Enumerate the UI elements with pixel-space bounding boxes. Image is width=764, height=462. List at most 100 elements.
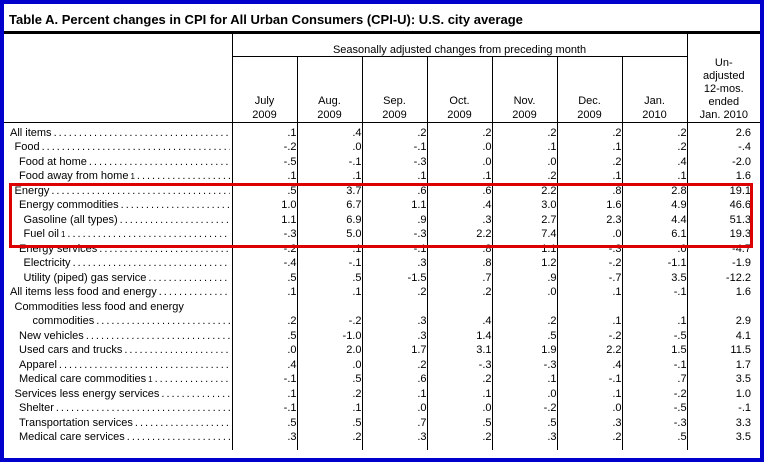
cell-value: .4 <box>557 357 623 372</box>
table-row: Food-.2.0-.1.0.1.1.2-.4 <box>4 140 760 155</box>
cell-value: .0 <box>427 401 493 416</box>
cell-value: .3 <box>232 430 298 445</box>
cell-value: .3 <box>362 299 428 329</box>
cell-value: .1 <box>557 386 623 401</box>
table-row: Food at home-.5-.1-.3.0.0.2.4-2.0 <box>4 154 760 169</box>
cell-value: .5 <box>232 328 298 343</box>
cell-value: .2 <box>492 122 558 140</box>
cell-value: .8 <box>557 183 623 198</box>
dot-leader <box>86 329 230 344</box>
cell-value: .6 <box>362 372 428 387</box>
cell-value: .1 <box>232 169 298 184</box>
cell-value: .1 <box>232 285 298 300</box>
cell-value: 1.4 <box>427 328 493 343</box>
dot-leader <box>121 198 230 213</box>
row-label-cell: Apparel <box>4 357 233 372</box>
cell-value: 1.1 <box>492 241 558 256</box>
spacer-cell <box>687 445 760 450</box>
table-row: Energy.53.7.6.62.2.82.819.1 <box>4 183 760 198</box>
cell-value: .0 <box>557 227 623 242</box>
cell-value: -.5 <box>622 328 688 343</box>
cell-value: -4.7 <box>732 242 751 255</box>
row-label: Energy commodities <box>19 199 119 211</box>
month-header-oct-2009: Oct. 2009 <box>427 56 493 123</box>
cpi-table: Seasonally adjusted changes from precedi… <box>4 34 760 450</box>
cell-value: .1 <box>427 386 493 401</box>
cell-value: -.2 <box>557 328 623 343</box>
cell-value: -.2 <box>557 256 623 271</box>
row-label-cell: All items <box>4 122 233 140</box>
table-row: Shelter-.1.1.0.0-.2.0-.5-.1 <box>4 401 760 416</box>
cell-value: -.2 <box>232 241 298 256</box>
cell-value: 1.5 <box>622 343 688 358</box>
dot-leader <box>137 169 230 184</box>
seasonally-adjusted-header: Seasonally adjusted changes from precedi… <box>232 34 688 57</box>
cell-value: 46.6 <box>729 199 751 211</box>
cell-value: .0 <box>232 343 298 358</box>
cell-value: 6.7 <box>297 198 363 213</box>
table-row: New vehicles.5-1.0.31.4.5-.2-.54.1 <box>4 328 760 344</box>
table-row: Transportation services.5.5.7.5.5.3-.33.… <box>4 415 760 430</box>
cell-value: .4 <box>297 122 363 140</box>
row-label-cell: All items less food and energy <box>4 285 233 300</box>
cell-value: .2 <box>427 430 493 445</box>
spacer-cell <box>297 444 363 450</box>
dot-leader <box>161 387 229 402</box>
row-label-cell: Shelter <box>4 401 233 416</box>
cell-value: .1 <box>232 386 298 401</box>
table-row: Medical care commodities1-.1.5.6.2.1-.1.… <box>4 372 760 387</box>
cell-value: .1 <box>362 169 428 184</box>
table-row: Services less energy services.1.2.1.1.0.… <box>4 386 760 402</box>
row-label: Medical care commodities <box>19 373 147 385</box>
cell-value: 3.0 <box>492 198 558 213</box>
row-label: Shelter <box>19 402 54 414</box>
cell-value: .4 <box>232 357 298 372</box>
cell-value: 1.7 <box>362 343 428 358</box>
month-header-aug-2009: Aug. 2009 <box>297 56 363 123</box>
table-row: Energy commodities 1.06.71.1.43.01.64.9 46… <box>4 198 760 213</box>
dot-leader <box>120 213 230 228</box>
cell-value: .6 <box>427 183 493 198</box>
cell-value: .2 <box>557 430 623 445</box>
cell-value: 6.1 <box>622 227 688 242</box>
cell-value: .2 <box>297 386 363 401</box>
cell-value: .1 <box>297 401 363 416</box>
cell-value: 19.1 <box>729 184 751 197</box>
cell-value: .1 <box>557 285 623 300</box>
cell-value: -.1 <box>297 154 363 169</box>
cell-value: .2 <box>427 122 493 140</box>
cell-value: .1 <box>232 122 298 140</box>
cell-value: -.3 <box>492 357 558 372</box>
row-label-cell: Services less energy services <box>4 386 233 402</box>
cell-value: -.4 <box>738 141 751 153</box>
footnote-marker: 1 <box>60 230 66 239</box>
cell-value: .0 <box>427 140 493 155</box>
cell-value: -.1 <box>557 372 623 387</box>
row-label: Services less energy services <box>14 387 160 400</box>
row-label-cell: Energy commodities <box>4 198 233 213</box>
cell-value: 2.3 <box>557 212 623 227</box>
cell-value: 2.7 <box>492 212 558 227</box>
cell-value: .4 <box>427 299 493 329</box>
cell-value: .2 <box>622 140 688 155</box>
cell-value: .2 <box>362 285 428 300</box>
cell-value: -.1 <box>232 372 298 387</box>
cell-value: .3 <box>362 430 428 445</box>
row-label: Energy <box>14 184 50 197</box>
cell-value: -1.9 <box>732 257 751 269</box>
cell-value: .1 <box>557 140 623 155</box>
cell-value: .0 <box>492 386 558 401</box>
spacer-cell <box>4 444 233 450</box>
cell-value: 1.6 <box>735 170 751 182</box>
row-label-cell: Energy services <box>4 241 233 256</box>
bottom-spacer-row <box>4 444 760 450</box>
cell-value: .0 <box>427 154 493 169</box>
cell-value: .9 <box>492 270 558 285</box>
cell-value: 3.5 <box>735 431 751 443</box>
row-label: Gasoline (all types) <box>23 213 118 226</box>
cell-value: -.5 <box>622 401 688 416</box>
cell-value: 3.3 <box>735 416 751 429</box>
cell-value: 19.3 <box>729 228 751 240</box>
cell-value: .8 <box>427 256 493 271</box>
